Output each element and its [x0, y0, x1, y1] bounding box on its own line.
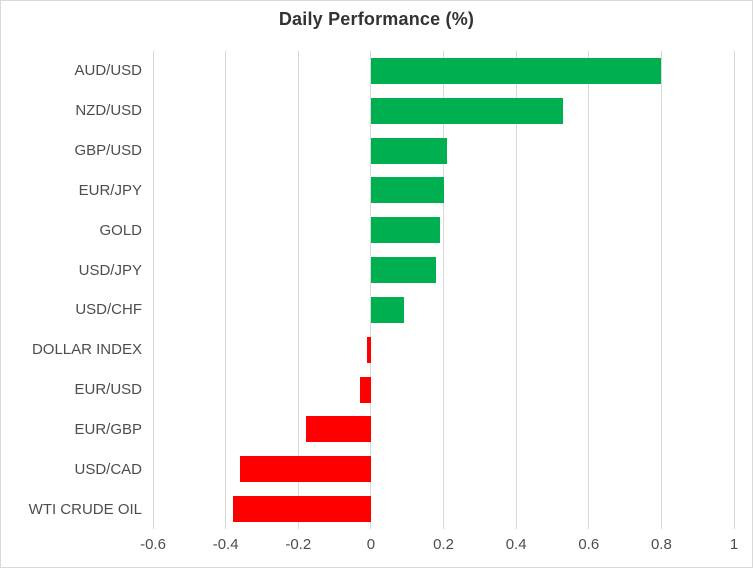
plot-area [152, 51, 735, 529]
category-label: NZD/USD [75, 102, 142, 120]
gridline [515, 51, 517, 529]
bar-usd-cad [240, 456, 371, 483]
bar-eur-usd [359, 376, 371, 403]
bar-row [153, 210, 734, 250]
x-tick-label: 0.8 [650, 536, 672, 553]
gridline [733, 51, 735, 529]
bar-row [153, 370, 734, 410]
bar-row [153, 330, 734, 370]
gridline [152, 51, 154, 529]
category-label: USD/CHF [75, 301, 142, 319]
bar-eur-jpy [370, 177, 444, 204]
x-tick-label: 0.2 [433, 536, 454, 553]
x-tick-label: 0.6 [578, 536, 600, 553]
category-label: DOLLAR INDEX [31, 341, 142, 359]
gridline [443, 51, 444, 529]
category-axis: AUD/USD NZD/USD GBP/USD EUR/JPY GOLD USD/JPY U… [1, 51, 142, 529]
bar-usd-jpy [370, 257, 437, 284]
category-label: EUR/JPY [78, 181, 142, 199]
category-label: AUD/USD [74, 62, 142, 80]
zero-gridline [370, 51, 372, 529]
bar-row [153, 250, 734, 290]
x-tick-label: 0.4 [505, 536, 527, 553]
bar-row [153, 171, 734, 211]
x-tick-label: -0.6 [140, 536, 166, 553]
bar-row [153, 410, 734, 450]
bar-gbp-usd [370, 137, 448, 164]
value-axis: -0.6 -0.4 -0.2 0 0.2 0.4 0.6 0.8 1 [140, 529, 738, 559]
x-tick-label: 0 [366, 536, 376, 553]
gridline [660, 51, 662, 529]
category-label: GOLD [99, 221, 142, 239]
bar-dollar-index [367, 336, 371, 363]
x-tick-label: -0.2 [285, 536, 312, 553]
bar-wti-crude-oil [232, 496, 371, 523]
gridline [297, 51, 299, 529]
bar-row [153, 51, 734, 91]
x-tick-label: -0.4 [212, 536, 239, 553]
bar-aud-usd [370, 57, 662, 84]
bar-gold [370, 217, 440, 244]
category-label: EUR/GBP [74, 420, 142, 438]
x-tick-label: 1 [729, 536, 739, 553]
gridline [588, 51, 590, 529]
bar-row [153, 489, 734, 529]
category-label: WTI CRUDE OIL [28, 500, 142, 518]
category-label: EUR/USD [74, 381, 142, 399]
bar-row [153, 449, 734, 489]
category-label: USD/CAD [74, 460, 142, 478]
category-label: GBP/USD [74, 142, 142, 160]
bar-usd-chf [370, 296, 404, 323]
bar-row [153, 91, 734, 131]
category-label: USD/JPY [78, 261, 142, 279]
bar-row [153, 131, 734, 171]
gridline [225, 51, 227, 529]
chart-title: Daily Performance (%) [278, 9, 475, 29]
bar-eur-gbp [305, 416, 371, 443]
bar-row [153, 290, 734, 330]
bar-nzd-usd [370, 97, 564, 124]
